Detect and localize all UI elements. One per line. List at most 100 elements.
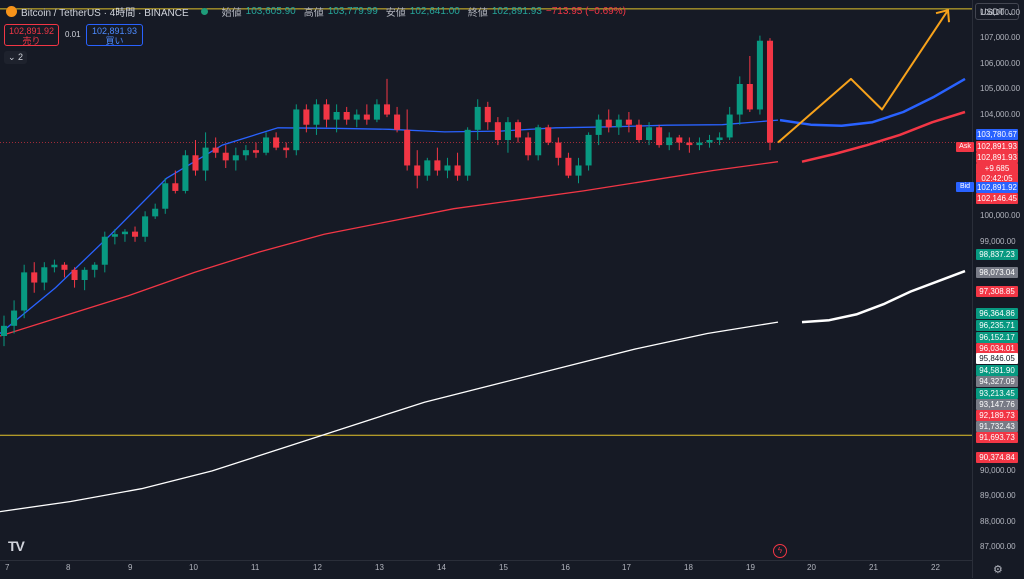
candle-body	[565, 157, 572, 176]
candle-body	[394, 114, 401, 130]
spread-value: 0.01	[65, 30, 81, 39]
close-value: 102,891.93	[491, 6, 542, 17]
symbol-title[interactable]: Bitcoin / TetherUS · 4時間 · BINANCE	[21, 8, 189, 19]
price-badge: 02:42:05	[976, 173, 1018, 184]
candle-body	[625, 119, 632, 125]
projection-ma-fast_ext	[779, 77, 966, 127]
candle-body	[515, 122, 522, 138]
low-value: 102,641.00	[409, 6, 460, 17]
candle-body	[41, 267, 48, 283]
candle-body	[676, 137, 683, 143]
currency-select[interactable]: USDT ⌄	[975, 3, 1019, 20]
price-badge: +9.685	[976, 163, 1018, 174]
candle-body	[293, 109, 300, 151]
candle-body	[323, 104, 330, 120]
price-tick-label: 88,000.00	[980, 516, 1016, 526]
bid-tag: Bid	[956, 182, 974, 192]
candle-body	[696, 142, 703, 146]
tradingview-logo[interactable]: TV	[8, 538, 25, 554]
candle-body	[545, 127, 552, 143]
time-tick-label: 7	[5, 563, 10, 572]
chevron-down-icon: ⌄	[1007, 8, 1014, 17]
time-tick-label: 16	[561, 563, 570, 572]
candle-body	[766, 40, 774, 143]
candle-body	[383, 104, 391, 115]
candle-body	[202, 147, 209, 171]
candle-body	[666, 137, 673, 146]
candle-body	[283, 147, 290, 151]
candle-body	[91, 264, 98, 270]
moving-average-line-1	[0, 161, 779, 337]
price-badge: 102,891.92	[976, 182, 1018, 193]
candle-body	[101, 236, 108, 265]
time-tick-label: 17	[622, 563, 631, 572]
candle-body	[504, 122, 511, 140]
candle-body	[585, 134, 592, 166]
candle-body	[575, 165, 582, 176]
candle-body	[152, 208, 159, 217]
time-tick-label: 12	[313, 563, 322, 572]
buy-price: 102,891.93	[91, 26, 138, 36]
candle-body	[756, 40, 763, 110]
price-badge: 92,189.73	[976, 410, 1018, 421]
price-badge: 97,308.85	[976, 286, 1018, 297]
price-tick-label: 87,000.00	[980, 542, 1016, 552]
time-tick-label: 20	[807, 563, 816, 572]
candle-body	[132, 231, 139, 237]
candle-body	[11, 310, 18, 326]
buy-button[interactable]: 102,891.93 買い	[86, 24, 143, 46]
sell-price: 102,891.92	[8, 26, 55, 36]
close-label: 終値	[467, 8, 488, 19]
candle-body	[192, 155, 199, 171]
candle-body	[474, 106, 481, 130]
price-chart[interactable]	[0, 0, 972, 560]
candle-body	[595, 119, 602, 135]
candle-body	[232, 155, 239, 161]
price-badge: 90,374.84	[976, 452, 1018, 463]
candle-body	[142, 216, 149, 237]
lightning-icon[interactable]: ϟ	[773, 544, 787, 558]
candle-body	[182, 155, 189, 191]
gear-icon[interactable]: ⚙	[993, 564, 1003, 576]
candle-body	[343, 112, 350, 120]
candle-body	[263, 137, 270, 153]
candle-body	[242, 150, 249, 156]
moving-average-line-2	[0, 321, 779, 513]
time-axis[interactable]	[0, 560, 972, 579]
low-label: 安値	[385, 8, 406, 19]
candle-body	[303, 109, 310, 125]
price-badge: 98,073.04	[976, 267, 1018, 278]
price-badge: 95,846.05	[976, 353, 1018, 364]
candle-body	[736, 84, 743, 115]
price-badge: 98,837.23	[976, 249, 1018, 260]
candle-body	[535, 127, 542, 156]
time-tick-label: 15	[499, 563, 508, 572]
bitcoin-icon	[6, 6, 17, 17]
candle-body	[635, 124, 642, 140]
candle-body	[525, 137, 532, 156]
candle-body	[111, 234, 118, 237]
sell-button[interactable]: 102,891.92 売り	[4, 24, 59, 46]
time-tick-label: 10	[189, 563, 198, 572]
candle-body	[313, 104, 320, 125]
candle-body	[333, 112, 340, 120]
price-tick-label: 99,000.00	[980, 236, 1016, 246]
candle-body	[414, 165, 421, 176]
price-badge: 91,732.43	[976, 421, 1018, 432]
candle-body	[0, 325, 8, 336]
price-badge: 91,693.73	[976, 432, 1018, 443]
candle-body	[444, 165, 451, 171]
price-tick-label: 89,000.00	[980, 491, 1016, 501]
price-badge: 94,581.90	[976, 365, 1018, 376]
candle-body	[21, 272, 28, 311]
time-tick-label: 19	[746, 563, 755, 572]
indicators-collapse-button[interactable]: ⌄ 2	[4, 51, 28, 64]
candle-body	[686, 142, 693, 146]
candle-body	[615, 119, 622, 128]
candle-body	[252, 150, 259, 153]
price-tick-label: 106,000.00	[980, 58, 1021, 68]
candle-body	[605, 119, 612, 128]
time-tick-label: 14	[437, 563, 446, 572]
candle-body	[726, 114, 733, 138]
price-badge: 102,891.93	[976, 141, 1018, 152]
